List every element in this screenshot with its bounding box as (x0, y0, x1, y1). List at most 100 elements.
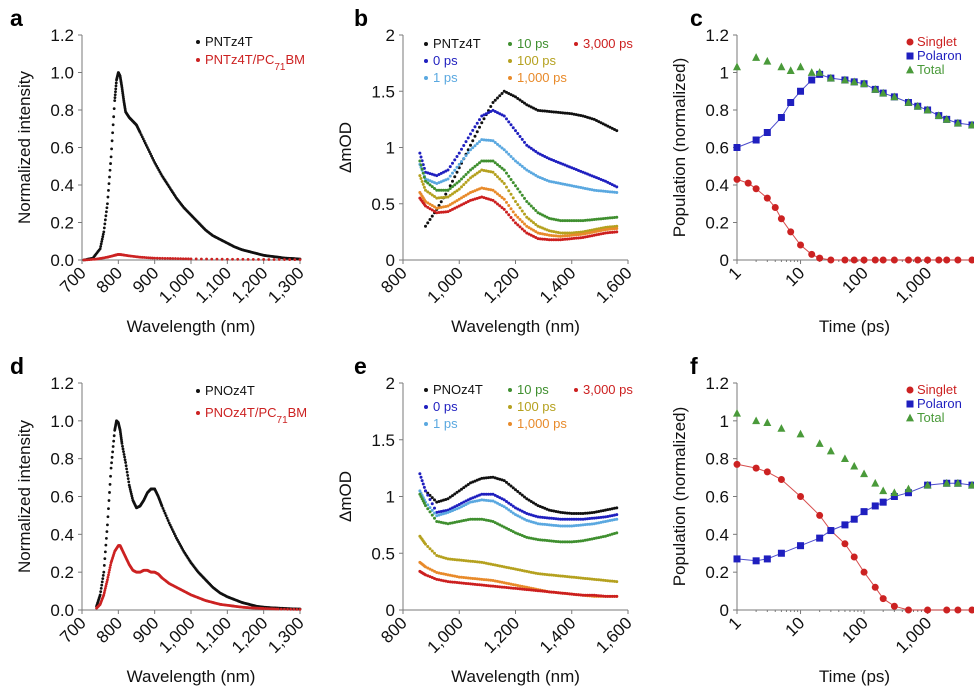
data-point (752, 464, 760, 472)
data-point (545, 539, 549, 543)
data-point (559, 238, 562, 242)
data-point (428, 218, 432, 221)
data-point (448, 580, 452, 584)
data-point (236, 257, 240, 261)
data-point (104, 584, 108, 588)
data-point (471, 496, 475, 500)
data-point (606, 514, 610, 518)
data-point (172, 532, 176, 536)
data-point (466, 148, 470, 152)
data-point (475, 517, 479, 521)
data-point (523, 229, 526, 233)
data-point (101, 232, 105, 236)
data-point (111, 450, 115, 454)
data-point (498, 164, 502, 168)
data-point (158, 256, 162, 260)
data-point (588, 218, 592, 222)
data-point (586, 511, 589, 515)
data-point (478, 125, 481, 129)
data-point (502, 585, 506, 589)
data-point (489, 562, 493, 566)
data-point (469, 143, 472, 147)
data-point (266, 607, 270, 611)
data-point (129, 492, 133, 496)
data-point (122, 452, 126, 456)
data-point (110, 147, 113, 151)
data-point (797, 241, 805, 249)
data-point (103, 222, 107, 226)
data-point (561, 111, 565, 115)
data-point (588, 116, 592, 120)
data-point (502, 182, 506, 185)
data-point (563, 111, 567, 115)
data-point (484, 159, 488, 163)
data-point (471, 480, 475, 484)
data-point (509, 207, 513, 211)
data-point (550, 539, 553, 543)
data-point (433, 186, 436, 190)
data-point (509, 155, 513, 158)
data-point (453, 580, 457, 584)
series-1 (418, 472, 619, 521)
data-point (448, 165, 452, 169)
x-tick-label: 100 (838, 613, 871, 646)
y-tick-label: 0.4 (50, 525, 74, 544)
data-point (112, 434, 116, 438)
data-point (444, 204, 448, 208)
data-point (500, 206, 504, 210)
data-point (610, 183, 614, 187)
data-point (471, 146, 475, 150)
panel-letter: d (10, 353, 24, 379)
data-point (464, 193, 468, 197)
data-point (502, 207, 506, 211)
data-point (166, 256, 170, 260)
data-point (514, 184, 517, 188)
data-point (435, 211, 439, 215)
data-point (541, 538, 544, 542)
data-point (954, 606, 962, 614)
data-point (451, 207, 454, 211)
data-point (590, 228, 594, 232)
data-point (525, 535, 529, 539)
data-point (442, 512, 445, 516)
data-point (496, 142, 499, 146)
data-point (480, 583, 484, 587)
data-point (904, 489, 912, 497)
data-point (601, 231, 605, 235)
data-point (777, 114, 785, 121)
data-point (525, 569, 529, 573)
series-3 (418, 159, 619, 223)
data-point (428, 493, 432, 497)
data-point (574, 576, 578, 580)
data-point (473, 164, 477, 168)
data-point (491, 492, 495, 496)
data-point (514, 567, 517, 571)
data-point (509, 529, 513, 533)
data-point (601, 515, 605, 519)
data-point (572, 540, 576, 544)
data-point (583, 218, 587, 222)
data-point (577, 185, 580, 189)
data-point (860, 508, 868, 516)
data-point (527, 217, 531, 221)
data-point (451, 580, 454, 584)
data-point (541, 153, 544, 157)
data-point (153, 256, 157, 260)
data-point (559, 219, 562, 223)
data-point (462, 519, 466, 523)
data-point (428, 191, 432, 195)
panel-letter: b (354, 5, 368, 31)
data-point (518, 225, 522, 229)
data-point (451, 185, 454, 189)
data-point (448, 174, 452, 178)
data-point (561, 182, 565, 186)
fit-line (736, 463, 972, 611)
data-point (480, 121, 484, 125)
data-point (439, 188, 443, 192)
data-point (462, 581, 466, 585)
legend-marker (196, 389, 200, 393)
data-point (498, 204, 502, 208)
data-point (199, 257, 203, 261)
y-tick-label: 0.6 (50, 488, 74, 507)
